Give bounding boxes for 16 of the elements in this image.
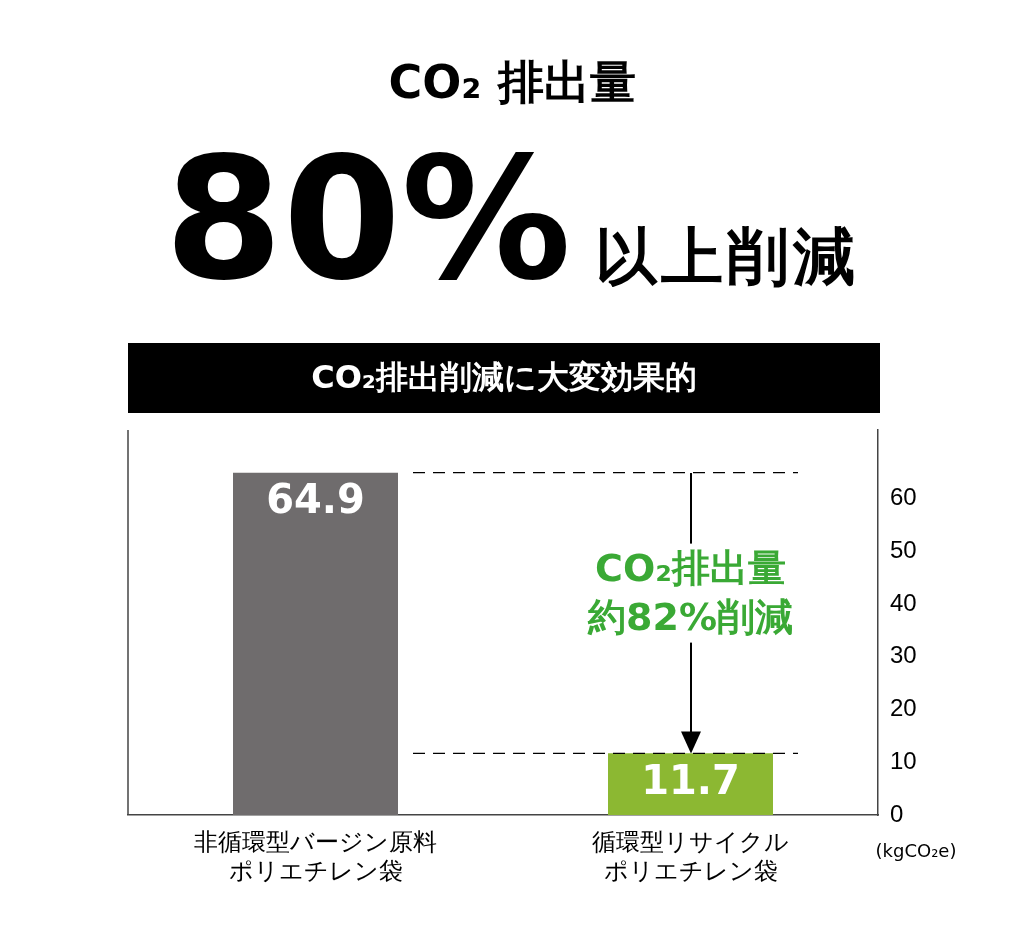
y-axis-title: (kgCO₂e) — [875, 839, 957, 861]
x-tick-label: 非循環型バージン原料ポリエチレン袋 — [194, 828, 437, 884]
y-tick-label: 50 — [890, 535, 917, 563]
y-tick-label: 10 — [890, 746, 917, 774]
annotation: CO₂排出量約82%削減 — [588, 543, 793, 643]
data-label: 11.7 — [641, 756, 740, 803]
data-label: 64.9 — [266, 476, 365, 523]
text: CO₂排出削減に大変効果的 — [128, 343, 880, 413]
chart-title: CO₂ 排出量 — [387, 54, 637, 111]
chart-subtitle: 80%以上削減 — [164, 120, 860, 318]
y-tick-label: 40 — [890, 588, 917, 616]
y-tick-label: 60 — [890, 483, 917, 511]
y-tick-label: 0 — [890, 799, 904, 827]
x-tick-label: 循環型リサイクルポリエチレン袋 — [592, 828, 789, 884]
y-tick-label: 30 — [890, 641, 917, 669]
y-tick-label: 20 — [890, 694, 917, 722]
